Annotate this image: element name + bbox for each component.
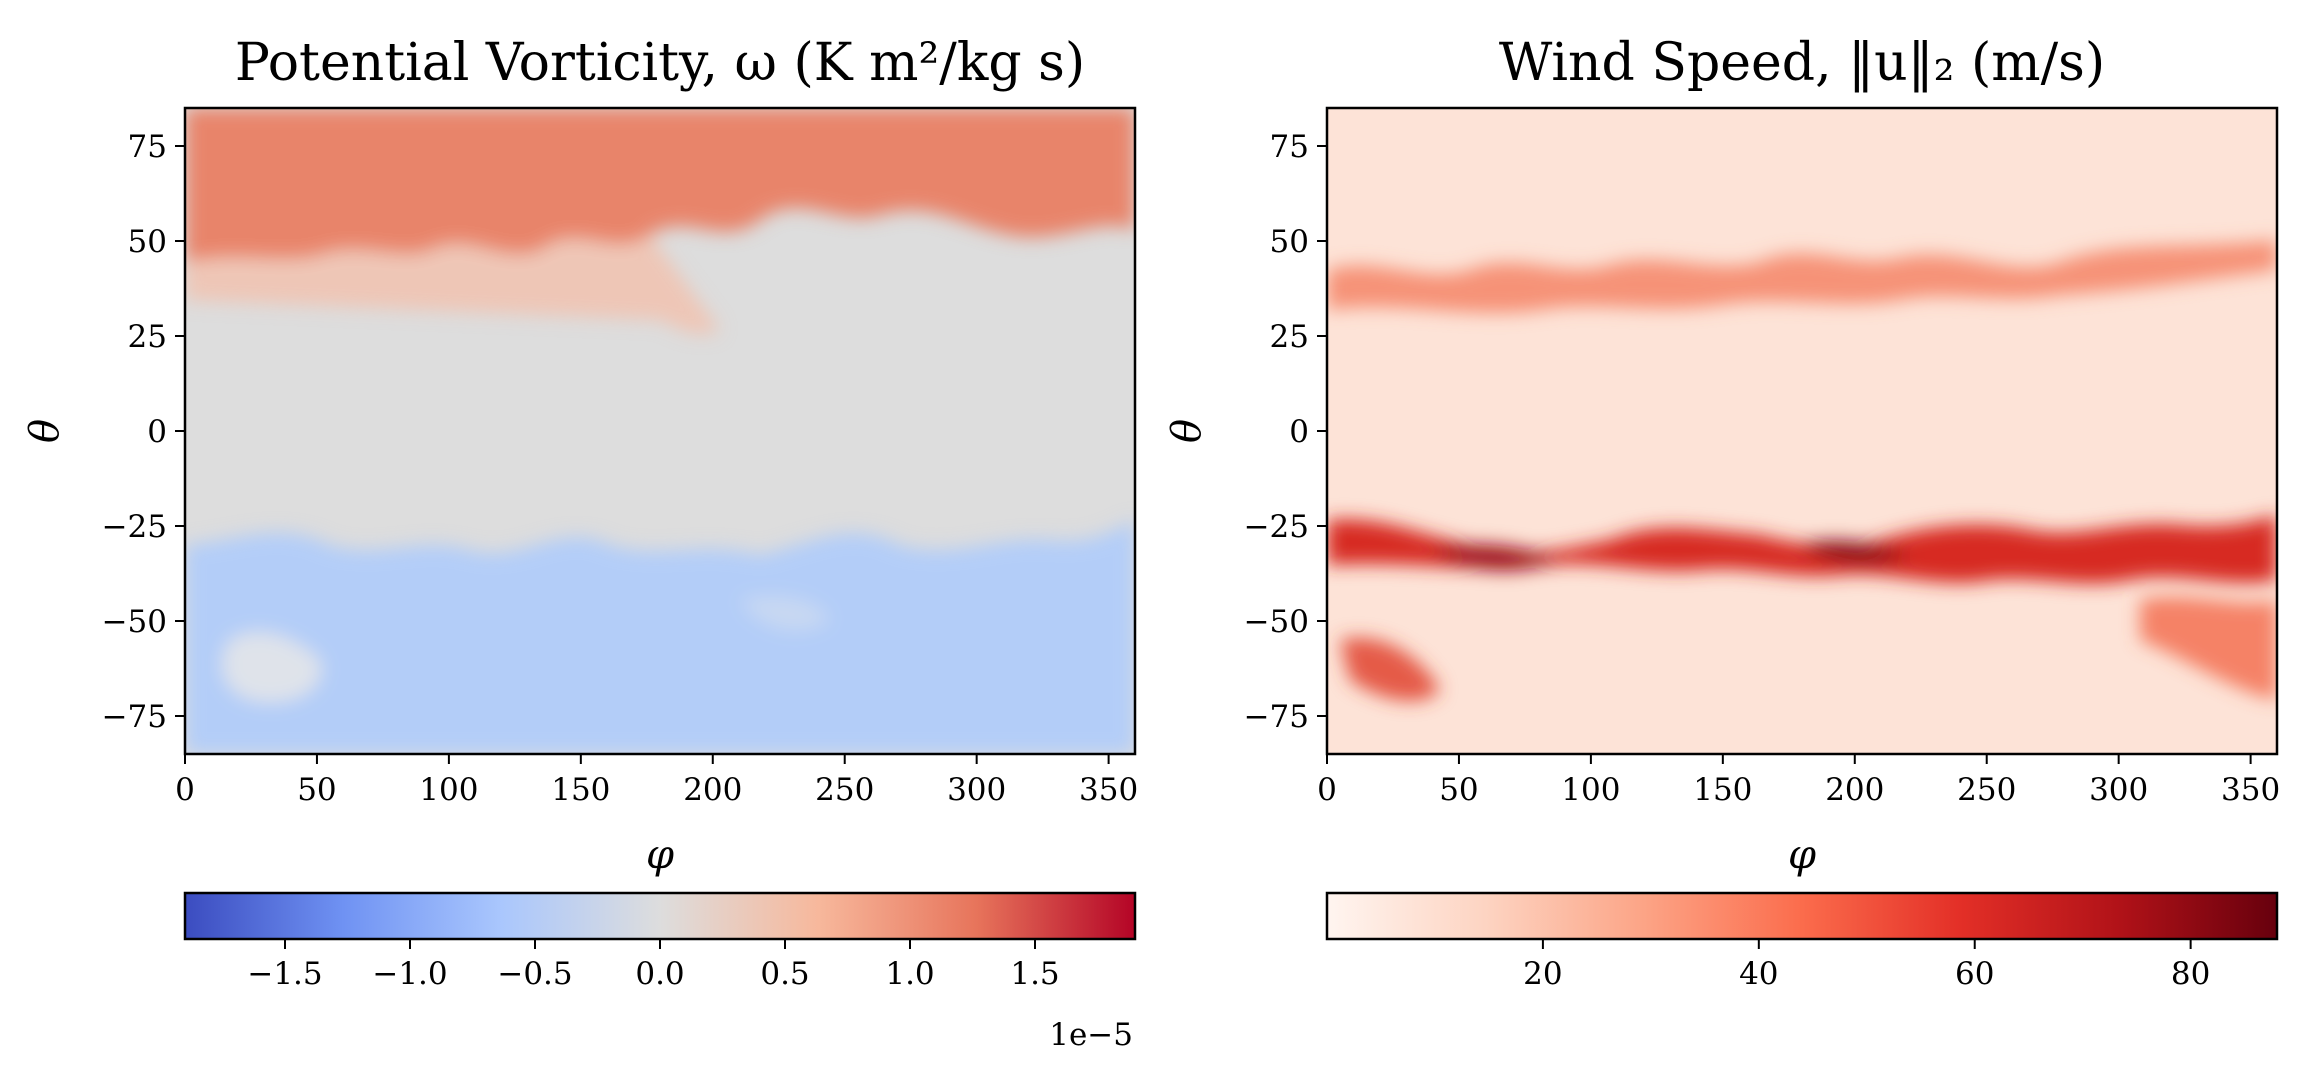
y-tick-label: 75	[128, 129, 167, 165]
x-tick-label: 0	[1317, 772, 1337, 808]
y-tick-label: −50	[1244, 604, 1309, 640]
colorbar-tick-label: 0.0	[635, 956, 684, 992]
colorbar-tick-label: −1.0	[372, 956, 447, 992]
colorbar-tick-label: 0.5	[760, 956, 809, 992]
x-tick-label: 300	[947, 772, 1006, 808]
x-tick-label: 150	[1693, 772, 1752, 808]
x-tick-label: 250	[1957, 772, 2016, 808]
colorbar-tick-label: 1.5	[1010, 956, 1059, 992]
y-axis-label-wind: θ	[1164, 419, 1210, 443]
heatmap-pv	[185, 108, 1135, 754]
colorbar-offset-pv: 1e−5	[1049, 1017, 1133, 1053]
x-tick-label: 300	[2089, 772, 2148, 808]
colorbar-tick-label: 80	[2171, 956, 2210, 992]
y-tick-label: 25	[1270, 319, 1309, 355]
y-tick-label: −25	[102, 509, 167, 545]
colorbar-tick-label: −0.5	[497, 956, 572, 992]
y-tick-label: 25	[128, 319, 167, 355]
colorbar-tick-label: 40	[1739, 956, 1778, 992]
colorbar-tick-label: 20	[1523, 956, 1562, 992]
chart-title-pv: Potential Vorticity, ω (K m²/kg s)	[235, 33, 1085, 93]
y-tick-label: −25	[1244, 509, 1309, 545]
x-tick-label: 50	[297, 772, 336, 808]
panel-potential-vorticity: Potential Vorticity, ω (K m²/kg s) 0 50 10…	[22, 33, 1138, 1053]
x-axis-label-pv: φ	[646, 832, 674, 878]
y-tick-label: −50	[102, 604, 167, 640]
y-tick-label: 50	[1270, 224, 1309, 260]
colorbar-tick-label: −1.5	[247, 956, 322, 992]
x-tick-label: 200	[683, 772, 742, 808]
x-tick-label: 200	[1825, 772, 1884, 808]
y-tick-label: −75	[102, 699, 167, 735]
x-tick-label: 250	[815, 772, 874, 808]
x-tick-label: 100	[1561, 772, 1620, 808]
x-tick-label: 150	[551, 772, 610, 808]
x-tick-label: 100	[419, 772, 478, 808]
y-tick-label: 0	[1289, 414, 1309, 450]
chart-title-wind: Wind Speed, ‖u‖₂ (m/s)	[1499, 33, 2105, 93]
panel-wind-speed: Wind Speed, ‖u‖₂ (m/s) 0 50 100 150 200 250 30…	[1164, 33, 2280, 992]
y-axis-label-pv: θ	[22, 419, 68, 443]
x-tick-label: 0	[175, 772, 195, 808]
x-tick-label: 350	[2221, 772, 2280, 808]
colorbar-tick-label: 1.0	[885, 956, 934, 992]
x-tick-label: 350	[1079, 772, 1138, 808]
y-tick-label: 0	[147, 414, 167, 450]
x-tick-label: 50	[1439, 772, 1478, 808]
y-tick-label: −75	[1244, 699, 1309, 735]
heatmap-wind	[1327, 108, 2277, 754]
colorbar-tick-label: 60	[1955, 956, 1994, 992]
x-axis-label-wind: φ	[1788, 832, 1816, 878]
y-tick-label: 50	[128, 224, 167, 260]
y-tick-label: 75	[1270, 129, 1309, 165]
colorbar-pv	[183, 891, 1137, 941]
colorbar-wind	[1325, 891, 2279, 941]
